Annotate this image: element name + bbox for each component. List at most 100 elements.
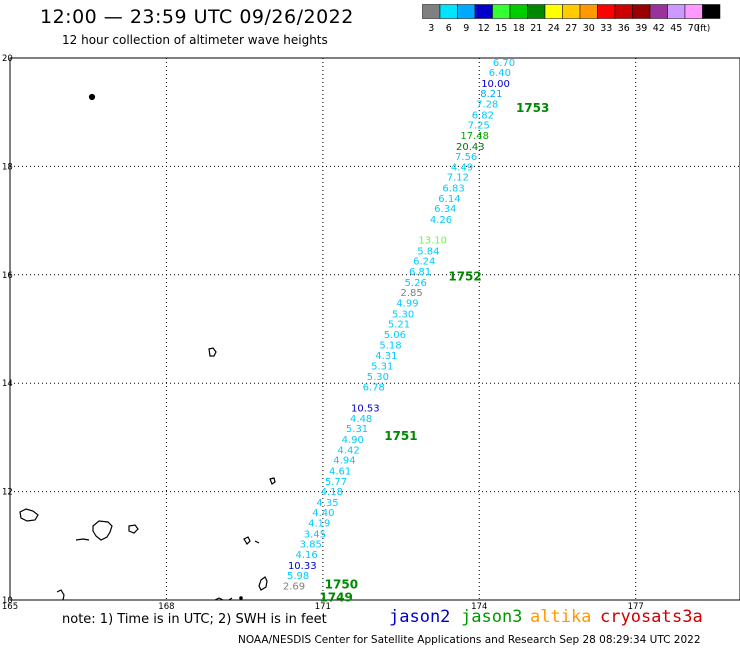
legend-jason3: jason3 — [461, 607, 523, 627]
swh-observation: 4.31 — [375, 351, 397, 362]
swh-observation: 6.82 — [472, 110, 494, 121]
island-outline — [75, 538, 90, 541]
island-outline — [243, 536, 251, 545]
swh-observation: 6.14 — [438, 194, 460, 205]
latitude-tick-label: 18 — [2, 162, 13, 172]
swh-observation: 10.53 — [351, 404, 380, 415]
swh-observation: 4.35 — [316, 498, 338, 509]
swh-observation: 6.78 — [363, 382, 385, 393]
island-outline — [56, 589, 65, 601]
swh-observation: 5.26 — [405, 278, 427, 289]
track-time-label: 1752 — [448, 269, 481, 283]
legend-cryosat: cryosat — [600, 607, 672, 627]
swh-observation: 10.33 — [288, 561, 317, 572]
swh-observation: 17.48 — [460, 131, 489, 142]
swh-observation: 7.12 — [447, 173, 469, 184]
swh-observation: 6.40 — [489, 68, 511, 79]
swh-observation: 5.21 — [388, 320, 410, 331]
legend-bin-label: 39 — [635, 23, 647, 34]
swh-observation: 2.69 — [283, 581, 305, 592]
swh-observation: 3.45 — [304, 529, 326, 540]
swh-observation: 6.81 — [409, 267, 431, 278]
swh-observation: 4.18 — [321, 487, 343, 498]
swh-observation: 5.30 — [367, 372, 389, 383]
swh-observation: 6.34 — [434, 204, 456, 215]
swh-observation: 3.85 — [300, 540, 322, 551]
latitude-tick-label: 12 — [2, 488, 13, 498]
track-time-label: 1749 — [319, 591, 352, 605]
swh-observation: 7.56 — [455, 152, 477, 163]
legend-bin-label: 36 — [618, 23, 630, 34]
footnote: note: 1) Time is in UTC; 2) SWH is in fe… — [62, 612, 327, 627]
legend-bin-label: 3 — [428, 23, 434, 34]
island-outline — [92, 520, 113, 541]
legend-bin-label: 27 — [565, 23, 577, 34]
legend-bin-label: 15 — [495, 23, 507, 34]
axis-tick-labels: 165 168 171 174 177 10 12 14 16 18 20 — [2, 54, 644, 610]
swh-observation: 5.31 — [346, 424, 368, 435]
swh-observation: 7.25 — [468, 121, 490, 132]
swh-observation: 13.10 — [418, 236, 447, 247]
swh-observation: 5.30 — [392, 309, 414, 320]
track-time-label: 1753 — [516, 101, 549, 115]
swh-observation: 8.21 — [480, 89, 502, 100]
legend-bin-label: 30 — [583, 23, 595, 34]
swh-observation: 4.42 — [337, 445, 359, 456]
longitude-tick-label: 177 — [628, 602, 644, 610]
island-outline — [88, 93, 96, 101]
legend-bin-label: 6 — [446, 23, 452, 34]
swh-observation: 4.48 — [350, 414, 372, 425]
island-outline — [228, 597, 233, 601]
swh-observation: 4.19 — [308, 518, 330, 529]
swh-observation: 4.94 — [333, 456, 355, 467]
swh-observation: 6.70 — [493, 58, 515, 69]
credit-line: NOAA/NESDIS Center for Satellite Applica… — [238, 634, 701, 646]
swh-observation: 6.24 — [413, 257, 435, 268]
island-outline — [258, 576, 268, 591]
legend-bin-label: 18 — [513, 23, 525, 34]
island-outline — [254, 540, 260, 544]
legend-bin-label: 24 — [548, 23, 560, 34]
legend-swatch — [702, 4, 721, 19]
legend-bin-label: 45 — [670, 23, 682, 34]
island-outline — [128, 524, 139, 534]
legend-bin-label: 9 — [463, 23, 469, 34]
legend-unit: (ft) — [697, 24, 711, 34]
longitude-tick-label: 174 — [471, 602, 487, 610]
legend-bin-label: 42 — [653, 23, 665, 34]
swh-observation: 4.40 — [312, 508, 334, 519]
track-time-label: 1751 — [384, 429, 417, 443]
swh-observation: 5.31 — [371, 361, 393, 372]
latitude-tick-label: 20 — [2, 54, 13, 64]
swh-observation: 10.00 — [481, 79, 510, 90]
longitude-tick-label: 165 — [2, 602, 18, 610]
island-outline — [269, 477, 276, 485]
color-legend: 3 6 9 12 15 18 21 24 27 30 33 36 39 42 45 70(ft) — [422, 4, 721, 34]
swh-observation: 4.90 — [342, 435, 364, 446]
legend-bin-label: 33 — [600, 23, 612, 34]
swh-observation: 4.26 — [430, 215, 452, 226]
graticule — [10, 58, 740, 600]
wave-height-map: 165 168 171 174 177 10 12 14 16 18 20 6.706.4010.0… — [2, 54, 740, 610]
latitude-tick-label: 14 — [2, 379, 13, 389]
legend-bin-label: 70 — [688, 23, 700, 34]
swh-observation: 4.99 — [396, 298, 418, 309]
island-outline — [239, 596, 243, 600]
legend-bin-label: 12 — [478, 23, 490, 34]
wave-height-observations: 6.706.4010.008.217.286.827.2517.4820.437… — [283, 58, 515, 593]
island-outline — [214, 597, 224, 601]
swh-observation: 4.16 — [295, 550, 317, 561]
land-outlines — [19, 93, 276, 601]
island-outline — [19, 508, 39, 522]
swh-observation: 20.43 — [456, 142, 485, 153]
latitude-tick-label: 10 — [2, 596, 13, 606]
swh-observation: 2.85 — [400, 288, 422, 299]
swh-observation: 5.98 — [287, 571, 309, 582]
swh-observation: 5.18 — [379, 341, 401, 352]
swh-observation: 5.77 — [325, 477, 347, 488]
island-outline — [208, 347, 217, 357]
map-frame — [9, 57, 740, 601]
latitude-tick-label: 16 — [2, 271, 13, 281]
legend-jason2: jason2 — [389, 607, 451, 627]
